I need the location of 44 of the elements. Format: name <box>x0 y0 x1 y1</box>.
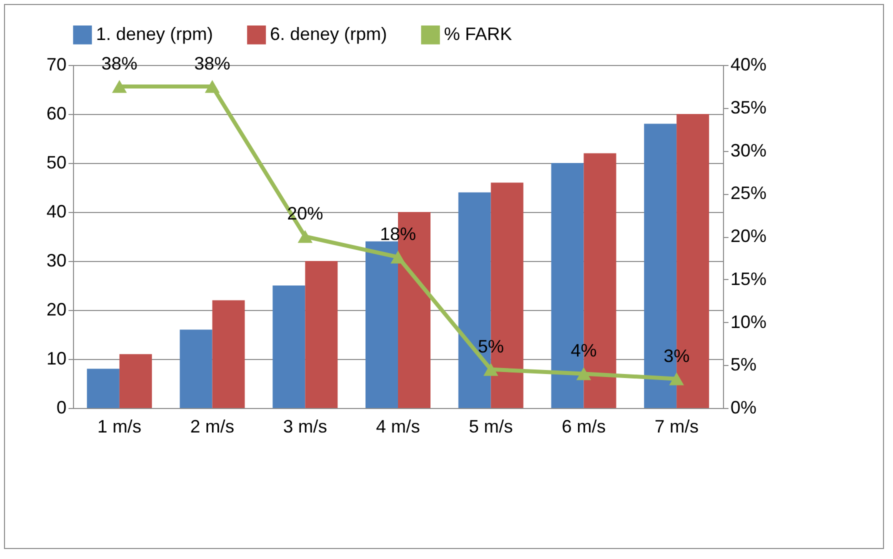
point <box>112 80 127 93</box>
data-label: 38% <box>194 53 230 74</box>
x-tick-label: 2 m/s <box>190 416 234 436</box>
point <box>576 367 592 380</box>
y2-tick-label: 20% <box>730 226 767 246</box>
y-tick-label: 60 <box>46 104 66 124</box>
point <box>298 230 313 243</box>
bar <box>272 286 306 408</box>
x-tick-label: 4 m/s <box>376 416 420 436</box>
x-tick-label: 3 m/s <box>283 416 328 436</box>
y-tick-label: 50 <box>46 152 66 172</box>
legend-label: 1. deney (rpm) <box>96 24 214 44</box>
y2-tick-label: 0% <box>730 398 757 418</box>
bar <box>212 300 245 408</box>
bar <box>119 354 152 408</box>
y-tick-label: 70 <box>46 54 66 74</box>
legend-label: 6. deney (rpm) <box>270 24 388 44</box>
y2-tick-label: 25% <box>730 183 767 204</box>
y-tick-label: 10 <box>46 348 66 368</box>
point <box>483 362 498 376</box>
x-tick-label: 1 m/s <box>97 416 142 436</box>
data-label: 38% <box>101 53 138 74</box>
y2-tick-label: 30% <box>730 140 767 160</box>
y-tick-label: 0 <box>56 398 66 418</box>
bar <box>180 330 212 408</box>
y2-tick-label: 5% <box>730 354 757 375</box>
y2-tick-label: 35% <box>730 97 767 118</box>
bar <box>366 241 398 408</box>
point <box>669 372 684 386</box>
y2-tick-label: 10% <box>730 312 767 332</box>
y-tick-label: 30 <box>46 250 66 270</box>
data-label: 5% <box>478 336 504 356</box>
y-tick-label: 40 <box>46 202 66 222</box>
bar <box>305 261 338 408</box>
legend-label: % FARK <box>444 24 512 44</box>
y2-tick-label: 15% <box>730 268 767 289</box>
point <box>390 250 406 264</box>
y-tick-label: 20 <box>46 300 66 320</box>
point <box>204 80 220 93</box>
bar <box>86 368 120 408</box>
y2-tick-label: 40% <box>730 54 767 74</box>
x-tick-label: 5 m/s <box>468 416 513 436</box>
x-tick-label: 7 m/s <box>654 416 699 436</box>
x-tick-label: 6 m/s <box>562 416 606 436</box>
